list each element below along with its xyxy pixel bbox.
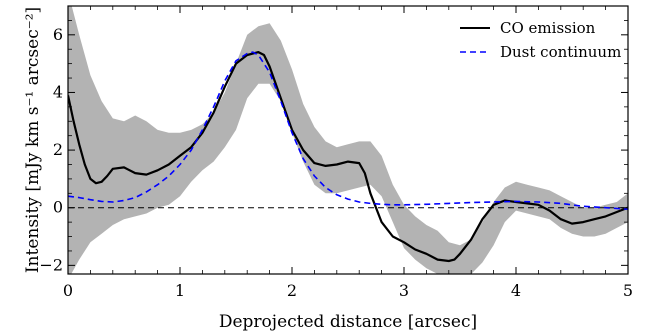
x-tick-label: 1 bbox=[175, 281, 185, 300]
legend-dust-continuum-label: Dust continuum bbox=[500, 43, 621, 61]
y-tick-label: −2 bbox=[39, 255, 63, 274]
y-tick-label: 6 bbox=[53, 25, 63, 44]
x-axis-label: Deprojected distance [arcsec] bbox=[219, 312, 477, 332]
plot-frame bbox=[67, 5, 629, 275]
x-tick-label: 0 bbox=[63, 281, 73, 300]
co-uncertainty-band bbox=[68, 6, 628, 274]
y-tick-label: 0 bbox=[53, 198, 63, 217]
x-tick-label: 4 bbox=[511, 281, 521, 300]
legend: CO emission Dust continuum bbox=[460, 19, 621, 61]
x-tick-label: 2 bbox=[287, 281, 297, 300]
x-tick-label: 3 bbox=[399, 281, 409, 300]
y-tick-label: 2 bbox=[53, 140, 63, 159]
series-line-co-emission bbox=[68, 50, 628, 263]
series-line-dust-continuum bbox=[68, 51, 628, 210]
y-tick-label: 4 bbox=[53, 82, 63, 101]
y-axis-label: Intensity [mJy km s⁻¹ arcsec⁻²] bbox=[23, 7, 43, 273]
legend-co-emission-label: CO emission bbox=[500, 19, 596, 37]
x-tick-label: 5 bbox=[623, 281, 633, 300]
